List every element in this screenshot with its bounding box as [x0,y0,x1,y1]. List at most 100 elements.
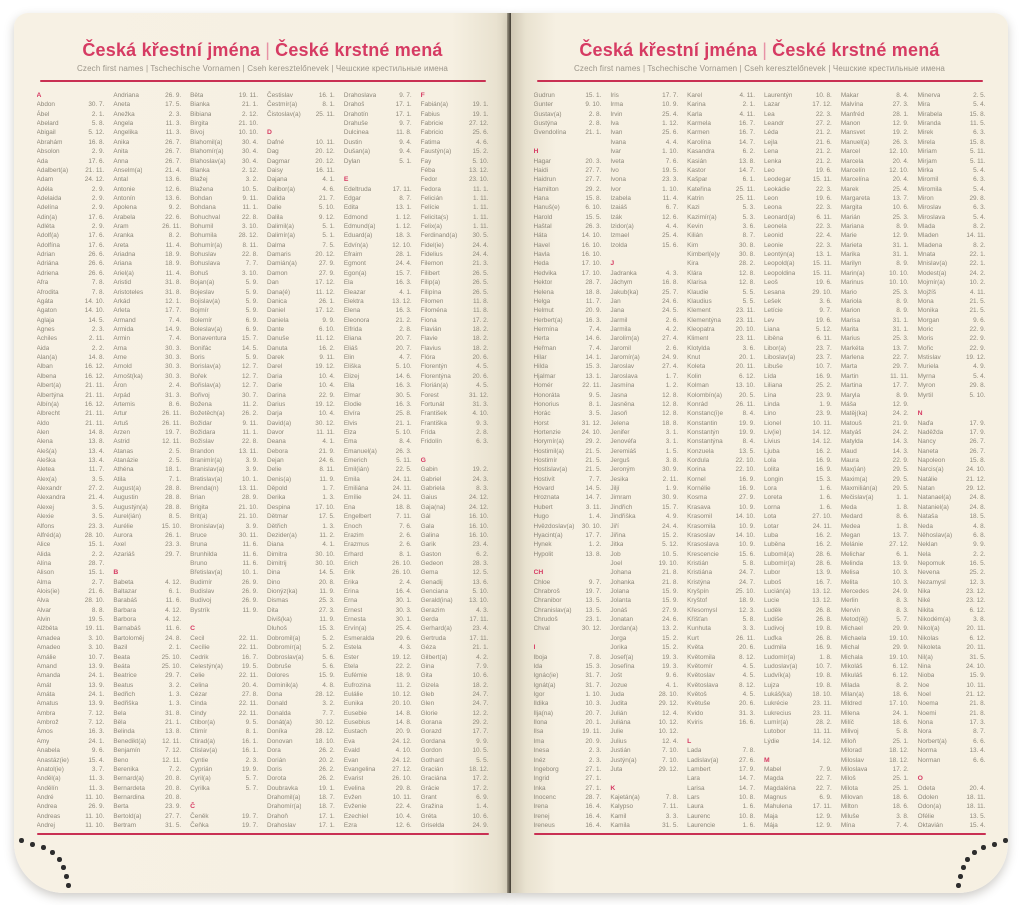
name-day-entry: Ilona 20. 1. [534,718,602,727]
name-day-date: 24. 4. [662,522,679,530]
name-day-date: 5. 6. [322,653,335,661]
given-name: Jarolím(a) [610,335,640,343]
name-day-entry: Drahuše 9. 7. [344,119,412,128]
given-name: Lesana [764,288,785,296]
given-name: Lena [764,148,779,156]
name-day-entry: Edvín(a) 12. 10. [344,241,412,250]
given-name: Géza [420,644,436,652]
given-name: Gudrun [533,92,555,99]
given-name: Božena [190,400,212,408]
name-day-entry: Leonard(a) 6. 11. [764,213,832,222]
name-day-entry: Laurentýn 10. 8. [764,91,832,100]
name-day-entry: Letície 9. 7. [764,306,832,315]
name-day-entry: Bruno 11. 6. [190,559,258,568]
name-day-entry: Diana 4. 1. [267,540,335,549]
name-day-date: 12. 8. [739,279,755,287]
name-day-entry: Liboslav(a) 23. 7. [764,353,832,362]
given-name: Ervín(a) [343,625,367,633]
name-day-entry: Bojan(a) 5. 9. [190,278,258,287]
name-day-date: 13. 5. [585,606,602,614]
name-day-entry: Odon(a) 18. 11. [918,802,986,811]
name-day-entry: Afra 7. 8. [37,278,105,287]
name-day-entry: Ludomír(a) 1. 8. [764,653,832,662]
given-name: Filemon [420,260,444,268]
given-name: Nataša [917,513,938,521]
given-name: Nepomuk [917,559,946,567]
name-day-entry: Julie 10. 12. [610,727,678,736]
given-name: Efraim [343,251,363,259]
name-day-date: 12. 7. [242,363,258,371]
given-name: Derika [267,494,286,502]
name-day-date: 10. 3. [892,578,909,586]
name-day-date: 2. 2. [91,550,105,558]
name-day-date: 11. 6. [165,597,182,605]
given-name: Florentýn [420,363,448,371]
name-day-date: 13. 9. [892,559,909,567]
name-day-entry: Mína 7. 4. [841,821,909,830]
given-name: Eliáš [343,344,358,352]
name-day-date: 24. 2. [892,428,909,436]
name-day-entry: Ernest 30. 3. [344,606,412,615]
name-day-date: 12. 9. [892,120,909,128]
given-name: Chrudoš [533,616,558,624]
name-day-entry: Květoslav 4. 5. [687,671,755,680]
name-day-date: 14. 3. [892,447,909,455]
given-name: Konstantin [687,419,718,427]
name-day-date: 27. 9. [318,269,335,277]
name-day-entry: Davor 11. 11. [267,428,335,437]
given-name: Agaton [36,307,57,315]
name-day-date: 8. 9. [896,297,909,305]
given-name: Kasandra [687,148,715,156]
given-name: Fedora [420,185,441,193]
name-day-entry: Eufrozina 11. 2. [344,681,412,690]
given-name: Lola [764,457,777,465]
given-name: Bartoloměj [113,634,144,642]
given-name: Klaudie [687,288,709,296]
name-day-date: 15. 7. [242,335,258,343]
name-day-entry: Mirabela 15. 8. [918,110,986,119]
given-name: Bertold(a) [113,812,142,820]
given-name: Lev [764,316,775,324]
name-day-date: 12. 10. [889,148,909,156]
name-day-date: 30. 12. [315,719,335,727]
name-day-entry: Milivoj 5. 8. [841,727,909,736]
name-day-entry: Magnus 6. 9. [764,793,832,802]
name-day-entry: Marieta 31. 1. [841,241,909,250]
name-day-date: 22. 11. [238,644,258,652]
name-day-date: 26. 9. [88,803,105,811]
given-name: Karmen [687,129,710,137]
name-day-date: 7. 6. [665,157,679,165]
name-day-date: 19. 12. [315,400,335,408]
name-day-date: 9. 12. [318,213,335,221]
name-day-date: 20. 8. [318,578,335,586]
name-day-entry: Doubravka 19. 1. [267,784,335,793]
name-day-entry: Chrabroš 19. 7. [534,587,602,596]
name-day-date: 2. 12. [242,166,258,174]
name-day-date: 15. 10. [161,522,182,530]
name-day-date: 12. 8. [662,410,679,418]
name-day-date: 8. 2. [973,241,986,249]
name-day-entry: Gražina 1. 4. [421,802,489,811]
name-day-entry: Dalma 7. 5. [267,241,335,250]
name-day-entry: Moris 22. 9. [918,334,986,343]
name-day-entry: Aristid 31. 8. [113,278,181,287]
given-name: Bazil [113,644,128,652]
name-day-entry: Leonela 22. 3. [764,222,832,231]
given-name: Alison [36,569,54,577]
name-day-date: 4. 4. [665,138,679,146]
given-name: Leona [764,204,782,212]
section-letter: E [344,175,412,184]
name-day-date: 13. 7. [892,344,909,352]
name-day-entry: Ima 20. 9. [534,737,602,746]
name-day-date: 1. 8. [896,522,909,530]
given-name: Ilona [533,719,548,727]
name-day-entry: Lars 10. 8. [687,793,755,802]
name-day-entry: Glorie 12. 2. [421,709,489,718]
name-day-date: 5. 9. [245,307,258,315]
given-name: Dino [267,578,281,586]
given-name: Lutobor [764,728,786,736]
name-day-entry: Bojeslav 5. 9. [190,288,258,297]
given-name: Aurélie [113,522,134,530]
given-name: Jana [610,307,625,315]
given-name: Dan [267,279,279,287]
